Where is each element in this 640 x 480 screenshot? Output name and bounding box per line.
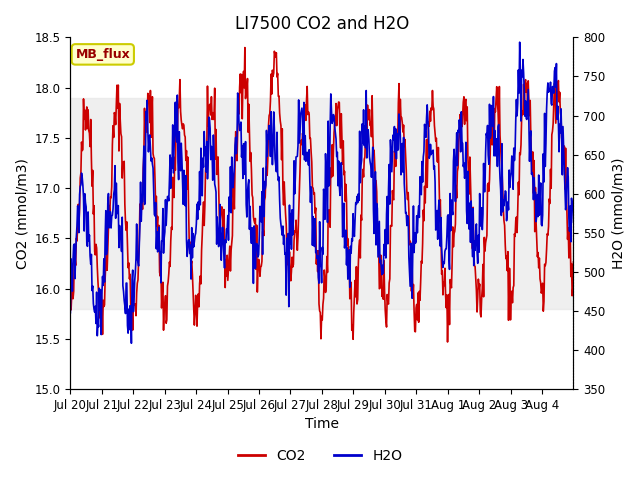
Legend: CO2, H2O: CO2, H2O [232, 443, 408, 468]
Y-axis label: CO2 (mmol/m3): CO2 (mmol/m3) [15, 158, 29, 269]
Title: LI7500 CO2 and H2O: LI7500 CO2 and H2O [235, 15, 409, 33]
Bar [70, 97, 573, 309]
Y-axis label: H2O (mmol/m3): H2O (mmol/m3) [611, 157, 625, 269]
Text: MB_flux: MB_flux [76, 48, 130, 61]
X-axis label: Time: Time [305, 418, 339, 432]
